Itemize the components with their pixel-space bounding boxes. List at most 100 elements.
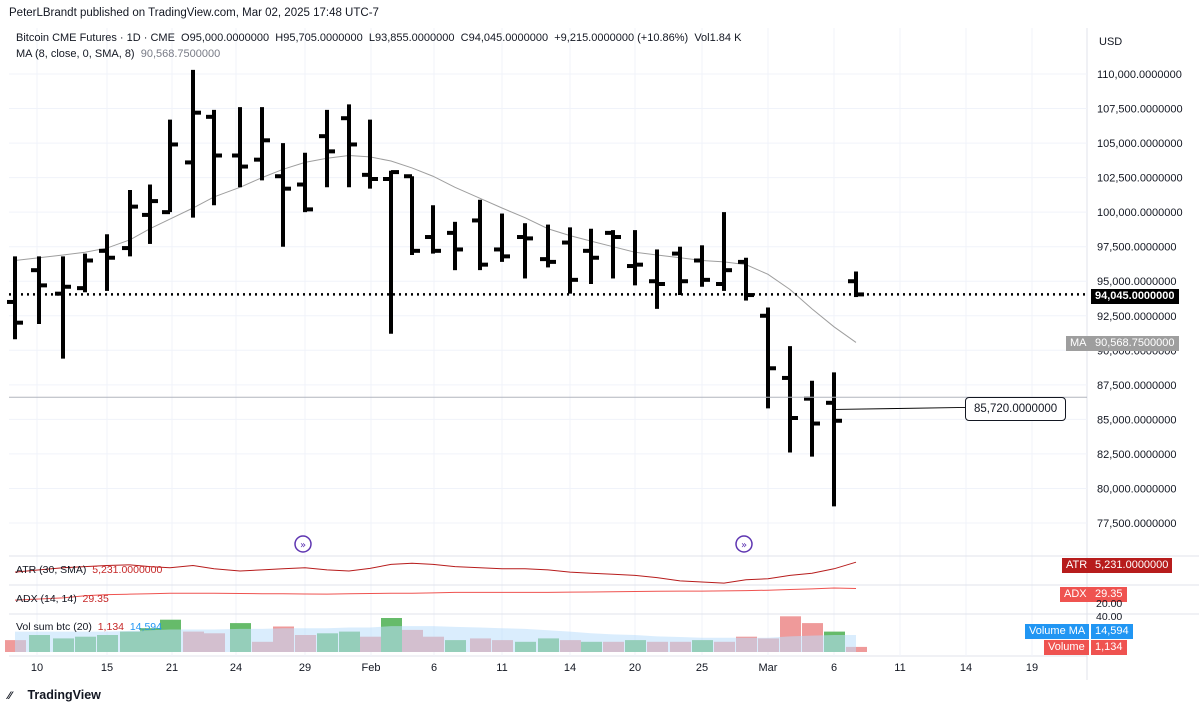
- y-tick-label: 77,500.0000000: [1097, 518, 1177, 530]
- ohlc-bar: [341, 104, 357, 188]
- x-tick-label: 6: [431, 662, 437, 674]
- ma-line: [14, 155, 857, 343]
- ohlc-bar: [540, 224, 556, 268]
- vol-value-2: 14,594: [129, 621, 162, 633]
- ohlc-bar: [319, 109, 335, 188]
- volume-tag-label: Volume: [1044, 640, 1089, 655]
- price-callout[interactable]: 85,720.0000000: [965, 397, 1067, 421]
- ohlc-bar: [206, 109, 222, 206]
- y-tick-label: 95,000.0000000: [1097, 276, 1177, 288]
- atr-axis-tag: 5,231.0000000: [1091, 558, 1173, 573]
- ohlc-bar: [494, 213, 510, 262]
- ohlc-bar: [55, 256, 71, 359]
- volume-ma-tag: 14,594: [1091, 624, 1133, 639]
- vol-legend[interactable]: Vol sum btc (20) 1,134 14,594: [16, 621, 162, 633]
- x-tick-label: 14: [564, 662, 576, 674]
- volume-ma-area: [15, 626, 856, 652]
- adx-scale-20: 20.00: [1096, 598, 1123, 610]
- ohlc-bar: [472, 199, 488, 271]
- ohlc-bar: [404, 174, 420, 255]
- x-tick-label: 20: [629, 662, 641, 674]
- ohlc-bar: [297, 152, 313, 213]
- volume-tag: 1,134: [1091, 640, 1127, 655]
- x-tick-label: 14: [960, 662, 972, 674]
- y-tick-label: 92,500.0000000: [1097, 311, 1177, 323]
- high-value: H95,705.0000000: [275, 32, 363, 44]
- y-tick-label: 82,500.0000000: [1097, 449, 1177, 461]
- ohlc-bar: [804, 380, 820, 457]
- ohlc-bar: [383, 170, 399, 334]
- ohlc-bar: [185, 69, 201, 218]
- event-marker-glyph: »: [741, 540, 747, 551]
- tradingview-logo[interactable]: ⁄⁄ TradingView: [8, 688, 101, 702]
- ma-line-layer: [14, 155, 857, 343]
- adx-value: 29.35: [82, 593, 109, 605]
- atr-legend[interactable]: ATR (30, SMA) 5,231.0000000: [16, 564, 162, 576]
- ohlc-bar: [605, 230, 621, 279]
- indicator-grid: [9, 555, 1199, 615]
- ohlc-bar: [425, 205, 441, 254]
- event-markers: »»: [294, 535, 753, 553]
- event-marker-icon[interactable]: »: [294, 535, 312, 553]
- atr-axis-tag-label: ATR: [1062, 558, 1092, 573]
- event-marker-circle: [735, 535, 753, 553]
- y-tick-label: 87,500.0000000: [1097, 380, 1177, 392]
- vol-value-1: 1,134: [97, 621, 124, 633]
- y-tick-label: 97,500.0000000: [1097, 242, 1177, 254]
- atr-line-layer: [14, 561, 857, 584]
- x-tick-label: 11: [894, 662, 905, 674]
- x-tick-label: Feb: [362, 662, 381, 674]
- y-tick-label: 100,000.0000000: [1097, 207, 1183, 219]
- ma-label: MA (8, close, 0, SMA, 8): [16, 48, 135, 60]
- x-tick-label: 24: [230, 662, 242, 674]
- open-value: O95,000.0000000: [181, 32, 270, 44]
- adx-scale-40: 40.00: [1096, 611, 1123, 623]
- x-tick-label: Mar: [759, 662, 778, 674]
- adx-axis-tag-label: ADX: [1060, 587, 1091, 602]
- symbol-name: Bitcoin CME Futures · 1D · CME: [16, 32, 175, 44]
- price-axis: 110,000.0000000 107,500.0000000 105,000.00…: [1097, 69, 1183, 530]
- publish-header: PeterLBrandt published on TradingView.co…: [9, 7, 379, 19]
- y-tick-label: 105,000.0000000: [1097, 138, 1183, 150]
- ohlc-bar: [694, 245, 710, 287]
- close-value: C94,045.0000000: [460, 32, 549, 44]
- event-marker-icon[interactable]: »: [735, 535, 753, 553]
- x-tick-label: 29: [299, 662, 311, 674]
- adx-legend[interactable]: ADX (14, 14) 29.35: [16, 593, 109, 605]
- y-tick-label: 80,000.0000000: [1097, 483, 1177, 495]
- ohlc-bar: [77, 253, 93, 293]
- ohlc-bar: [162, 119, 178, 215]
- atr-line: [14, 561, 857, 584]
- ohlc-bar: [7, 256, 23, 340]
- y-tick-label: 102,500.0000000: [1097, 173, 1183, 185]
- ohlc-bar: [254, 107, 270, 181]
- volume-ma-tag-label: Volume MA: [1025, 624, 1090, 639]
- event-marker-circle: [294, 535, 312, 553]
- volume-value: Vol1.84 K: [694, 32, 742, 44]
- currency-label: USD: [1099, 36, 1123, 48]
- x-tick-label: 10: [31, 662, 43, 674]
- x-tick-label: 25: [696, 662, 708, 674]
- tv-brand: TradingView: [27, 688, 101, 702]
- x-tick-label: 11: [496, 662, 507, 674]
- y-tick-label: 110,000.0000000: [1097, 69, 1182, 81]
- ohlc-bar: [275, 143, 291, 247]
- ma-axis-tag-label: MA: [1066, 336, 1091, 351]
- ma-legend[interactable]: MA (8, close, 0, SMA, 8) 90,568.7500000: [16, 48, 220, 60]
- x-tick-label: 19: [1026, 662, 1038, 674]
- chart-grid: [9, 28, 1088, 680]
- x-tick-label: 6: [831, 662, 837, 674]
- adx-line: [14, 587, 857, 601]
- atr-value: 5,231.0000000: [92, 564, 163, 576]
- ma-axis-tag: 90,568.7500000: [1091, 336, 1179, 351]
- ohlc-bar: [562, 227, 578, 294]
- ohlc-bar: [826, 372, 842, 507]
- adx-line-layer: [14, 587, 857, 601]
- ohlc-bar: [31, 256, 47, 325]
- event-marker-glyph: »: [300, 540, 306, 551]
- adx-axis-tag: 29.35: [1091, 587, 1127, 602]
- ma-value: 90,568.7500000: [140, 48, 221, 60]
- symbol-legend[interactable]: Bitcoin CME Futures · 1D · CME O95,000.0…: [16, 32, 741, 44]
- ohlc-bar: [716, 212, 732, 291]
